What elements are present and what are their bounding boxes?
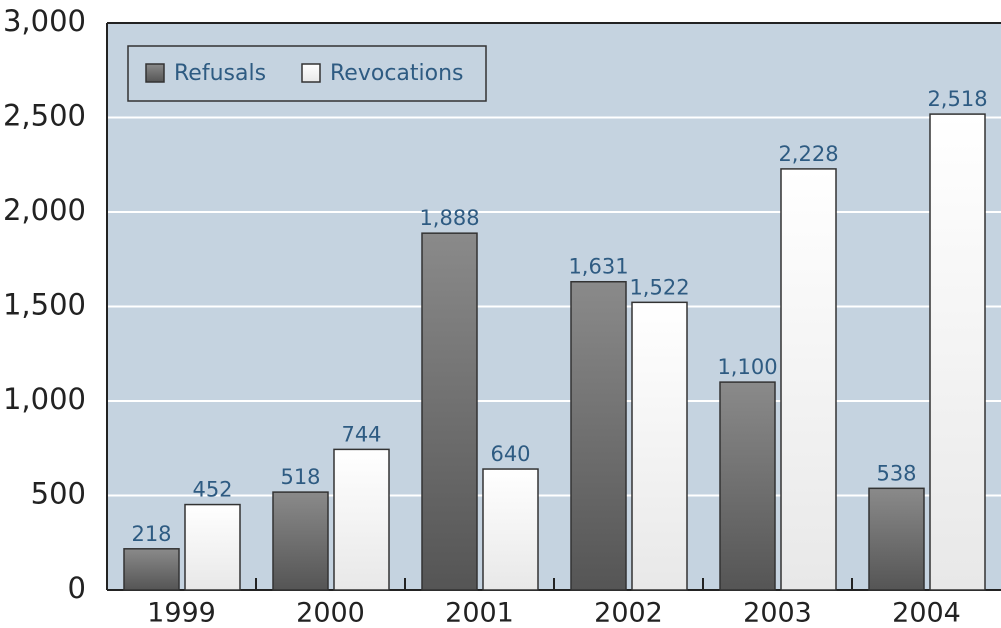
y-tick-label: 3,000	[3, 4, 86, 38]
value-label: 640	[490, 442, 530, 466]
y-tick-label: 1,000	[3, 382, 86, 416]
value-label: 2,228	[778, 142, 838, 166]
x-tick-label: 1999	[147, 598, 216, 628]
x-tick-label: 2004	[892, 598, 961, 628]
legend-label: Revocations	[330, 61, 464, 86]
legend-swatch	[301, 63, 321, 83]
bar	[719, 381, 776, 591]
x-tick-label: 2000	[296, 598, 365, 628]
value-label: 1,888	[419, 206, 479, 230]
bar	[929, 113, 986, 591]
bar	[570, 280, 627, 591]
x-tick-label: 2003	[743, 598, 812, 628]
x-tick-label: 2002	[594, 598, 663, 628]
bar	[123, 548, 180, 591]
value-label: 538	[876, 461, 916, 485]
y-tick-label: 0	[68, 571, 86, 605]
y-tick-label: 2,000	[3, 193, 86, 227]
legend-swatch	[145, 63, 165, 83]
value-label: 452	[192, 478, 232, 502]
bar	[868, 487, 925, 591]
value-label: 1,631	[568, 255, 628, 279]
bar	[482, 468, 539, 591]
y-tick-label: 1,500	[3, 288, 86, 322]
legend-label: Refusals	[174, 61, 266, 86]
bar	[631, 301, 688, 591]
y-tick-label: 2,500	[3, 99, 86, 133]
bar	[421, 232, 478, 591]
bar	[184, 503, 241, 591]
x-tick-label: 2001	[445, 598, 514, 628]
bar	[780, 168, 837, 591]
value-label: 1,522	[629, 275, 689, 299]
value-label: 1,100	[717, 355, 777, 379]
value-label: 518	[280, 465, 320, 489]
bar	[333, 448, 390, 591]
value-label: 744	[341, 422, 381, 446]
value-label: 2,518	[927, 87, 987, 111]
bar	[272, 491, 329, 591]
value-label: 218	[131, 522, 171, 546]
y-tick-label: 500	[31, 477, 86, 511]
